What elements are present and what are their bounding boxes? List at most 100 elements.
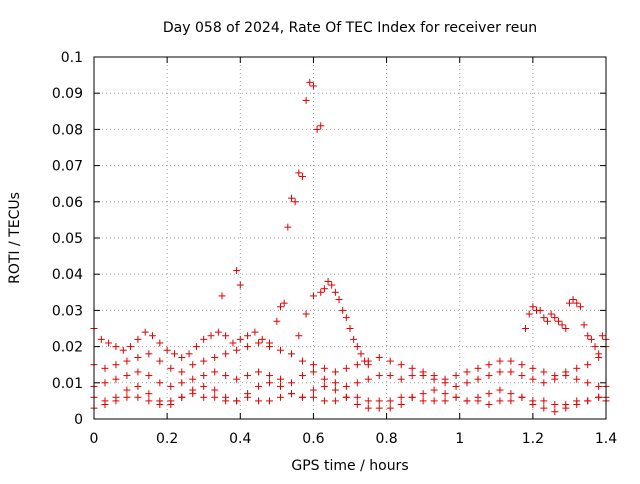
data-point: [233, 267, 241, 275]
data-point: [496, 397, 504, 405]
data-point: [350, 335, 358, 343]
x-tick-label: 0.8: [375, 431, 397, 447]
x-axis-label: GPS time / hours: [291, 458, 408, 474]
y-tick-label: 0.03: [52, 303, 83, 319]
data-point: [123, 386, 131, 394]
data-point: [485, 361, 493, 369]
y-tick-label: 0: [74, 412, 83, 428]
data-point: [529, 401, 537, 409]
data-point: [320, 375, 328, 383]
data-point: [430, 386, 438, 394]
data-point: [320, 382, 328, 390]
data-point: [112, 393, 120, 401]
data-point: [167, 364, 175, 372]
data-point: [397, 393, 405, 401]
data-point: [331, 288, 339, 296]
x-tick-label: 0.2: [156, 431, 178, 447]
data-point: [353, 361, 361, 369]
data-point: [353, 401, 361, 409]
data-point: [342, 364, 350, 372]
axis-ticks: [93, 56, 607, 420]
x-tick-label: 0.4: [229, 431, 251, 447]
data-point: [496, 357, 504, 365]
data-point: [298, 357, 306, 365]
data-point: [364, 375, 372, 383]
data-point: [149, 332, 157, 340]
data-point: [211, 386, 219, 394]
data-point: [97, 335, 105, 343]
data-point: [119, 346, 127, 354]
data-point: [540, 368, 548, 376]
data-point: [200, 382, 208, 390]
data-point: [222, 372, 230, 380]
y-tick-labels: 0 0.01 0.02 0.03 0.04 0.05 0.06 0.07 0.08 0.09 0.1: [52, 50, 83, 428]
data-point: [408, 364, 416, 372]
data-point: [452, 372, 460, 380]
data-point: [558, 321, 566, 329]
data-point: [485, 390, 493, 398]
data-point: [156, 397, 164, 405]
data-point: [229, 339, 237, 347]
data-point: [287, 390, 295, 398]
data-point: [569, 296, 577, 304]
data-point: [452, 382, 460, 390]
data-point: [185, 350, 193, 358]
data-point: [266, 339, 274, 347]
data-point: [222, 332, 230, 340]
data-point: [145, 390, 153, 398]
data-point: [580, 321, 588, 329]
data-point: [441, 375, 449, 383]
data-point: [353, 393, 361, 401]
data-point: [317, 122, 325, 130]
y-axis-label: ROTI / TECUs: [7, 192, 23, 284]
data-point: [295, 169, 303, 177]
y-tick-label: 0.07: [52, 159, 83, 175]
y-tick-label: 0.02: [52, 340, 83, 356]
data-point: [518, 372, 526, 380]
data-point: [463, 368, 471, 376]
data-point: [364, 397, 372, 405]
data-point: [584, 379, 592, 387]
data-point: [306, 78, 314, 86]
data-point: [287, 194, 295, 202]
data-point: [236, 281, 244, 289]
data-point: [573, 375, 581, 383]
data-point: [397, 361, 405, 369]
data-point: [291, 198, 299, 206]
data-point: [287, 379, 295, 387]
y-tick-label: 0.08: [52, 122, 83, 138]
data-point: [547, 310, 555, 318]
data-point: [313, 125, 321, 133]
data-point: [419, 368, 427, 376]
data-point: [273, 317, 281, 325]
data-point: [277, 375, 285, 383]
data-point: [485, 372, 493, 380]
data-point: [309, 361, 317, 369]
data-point: [233, 346, 241, 354]
data-point: [463, 397, 471, 405]
data-point: [397, 401, 405, 409]
data-point: [189, 386, 197, 394]
data-point: [463, 379, 471, 387]
data-point: [331, 386, 339, 394]
data-point: [375, 404, 383, 412]
data-point: [167, 401, 175, 409]
data-point: [386, 404, 394, 412]
data-point: [123, 372, 131, 380]
data-point: [441, 397, 449, 405]
data-point: [474, 393, 482, 401]
data-point: [331, 397, 339, 405]
data-point: [386, 372, 394, 380]
data-point: [105, 339, 113, 347]
data-point: [452, 393, 460, 401]
data-point: [244, 332, 252, 340]
data-point: [408, 393, 416, 401]
data-point: [518, 393, 526, 401]
data-point: [525, 310, 533, 318]
data-point: [211, 368, 219, 376]
data-point: [317, 288, 325, 296]
data-point: [200, 357, 208, 365]
chart-title: Day 058 of 2024, Rate Of TEC Index for r…: [163, 20, 537, 36]
data-point: [507, 368, 515, 376]
data-point: [284, 223, 292, 231]
